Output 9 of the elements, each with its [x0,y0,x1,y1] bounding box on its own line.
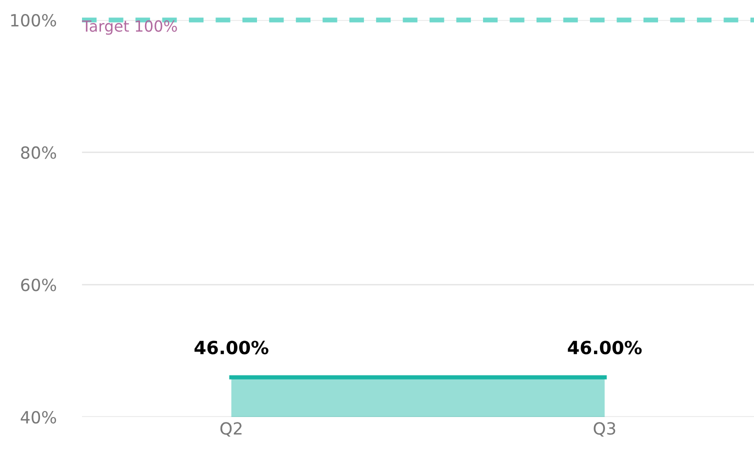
ref-line-label: Target 100% [82,20,177,35]
text: 46.00% [194,340,268,354]
y-tick-label: 60% [21,278,56,292]
y-tick-label: 80% [21,146,56,159]
text: 46.00% [568,340,642,354]
y-tick-label: 40% [20,410,56,424]
y-tick-label: 100% [11,14,56,27]
x-tick-label: Q2 [220,422,242,437]
x-tick-label: Q3 [594,422,616,437]
